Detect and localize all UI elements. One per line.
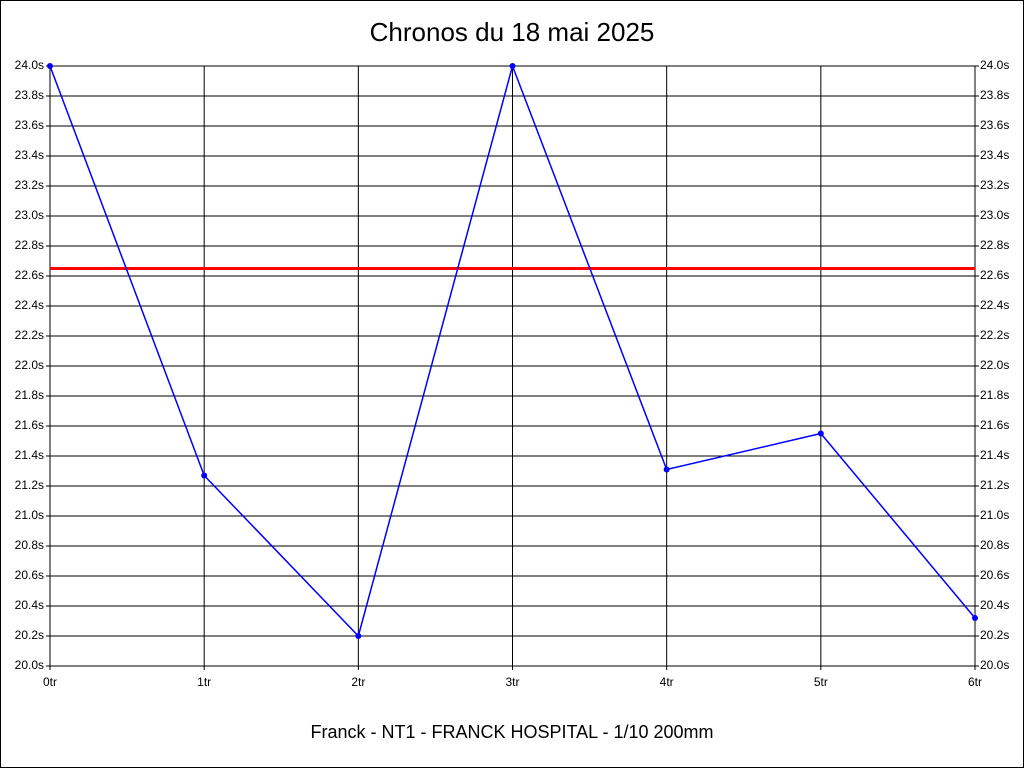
y2-tick-label: 21.0s: [980, 508, 1009, 522]
data-point: [509, 63, 516, 69]
y2-tick-label: 23.6s: [980, 118, 1009, 132]
y-tick-label: 21.0s: [15, 508, 44, 522]
y-tick-label: 20.8s: [15, 538, 44, 552]
y2-tick-label: 24.0s: [980, 58, 1009, 72]
data-point: [201, 472, 208, 479]
y-tick-label: 20.6s: [15, 568, 44, 582]
y2-tick-label: 20.6s: [980, 568, 1009, 582]
y-tick-label: 22.2s: [15, 328, 44, 342]
y-tick-label: 21.2s: [15, 478, 44, 492]
y-tick-label: 22.0s: [15, 358, 44, 372]
y-tick-label: 22.4s: [15, 298, 44, 312]
data-point: [817, 430, 824, 437]
x-tick-label: 3tr: [505, 675, 519, 689]
y2-tick-label: 20.4s: [980, 598, 1009, 612]
y2-tick-label: 20.8s: [980, 538, 1009, 552]
y2-tick-label: 22.2s: [980, 328, 1009, 342]
y2-tick-label: 22.6s: [980, 268, 1009, 282]
data-point: [663, 466, 670, 473]
y-tick-label: 21.6s: [15, 418, 44, 432]
y-tick-label: 20.0s: [15, 658, 44, 672]
chart-title: Chronos du 18 mai 2025: [370, 17, 655, 47]
data-point: [355, 633, 362, 639]
y2-tick-label: 22.0s: [980, 358, 1009, 372]
y-tick-label: 24.0s: [15, 58, 44, 72]
x-tick-label: 4tr: [660, 675, 674, 689]
y-tick-label: 21.4s: [15, 448, 44, 462]
y-tick-label: 20.4s: [15, 598, 44, 612]
x-tick-label: 1tr: [197, 675, 211, 689]
y-tick-label: 23.6s: [15, 118, 44, 132]
y-tick-label: 22.6s: [15, 268, 44, 282]
y2-tick-label: 23.8s: [980, 88, 1009, 102]
y-tick-label: 20.2s: [15, 628, 44, 642]
y2-tick-label: 23.4s: [980, 148, 1009, 162]
x-tick-label: 0tr: [43, 675, 57, 689]
data-point: [972, 615, 978, 621]
y-tick-label: 23.0s: [15, 208, 44, 222]
y-tick-label: 23.8s: [15, 88, 44, 102]
y-tick-label: 21.8s: [15, 388, 44, 402]
x-tick-label: 5tr: [814, 675, 828, 689]
y2-tick-label: 23.0s: [980, 208, 1009, 222]
y2-tick-label: 22.8s: [980, 238, 1009, 252]
y-tick-label: 22.8s: [15, 238, 44, 252]
x-tick-label: 6tr: [968, 675, 982, 689]
x-tick-label: 2tr: [351, 675, 365, 689]
y2-tick-label: 20.2s: [980, 628, 1009, 642]
y-tick-label: 23.4s: [15, 148, 44, 162]
y-tick-label: 23.2s: [15, 178, 44, 192]
y2-tick-label: 21.8s: [980, 388, 1009, 402]
y2-tick-label: 23.2s: [980, 178, 1009, 192]
y2-tick-label: 20.0s: [980, 658, 1009, 672]
y2-tick-label: 22.4s: [980, 298, 1009, 312]
x-axis-label: Franck - NT1 - FRANCK HOSPITAL - 1/10 20…: [310, 722, 713, 742]
y2-tick-label: 21.2s: [980, 478, 1009, 492]
y2-tick-label: 21.4s: [980, 448, 1009, 462]
y2-tick-label: 21.6s: [980, 418, 1009, 432]
data-point: [47, 63, 53, 69]
